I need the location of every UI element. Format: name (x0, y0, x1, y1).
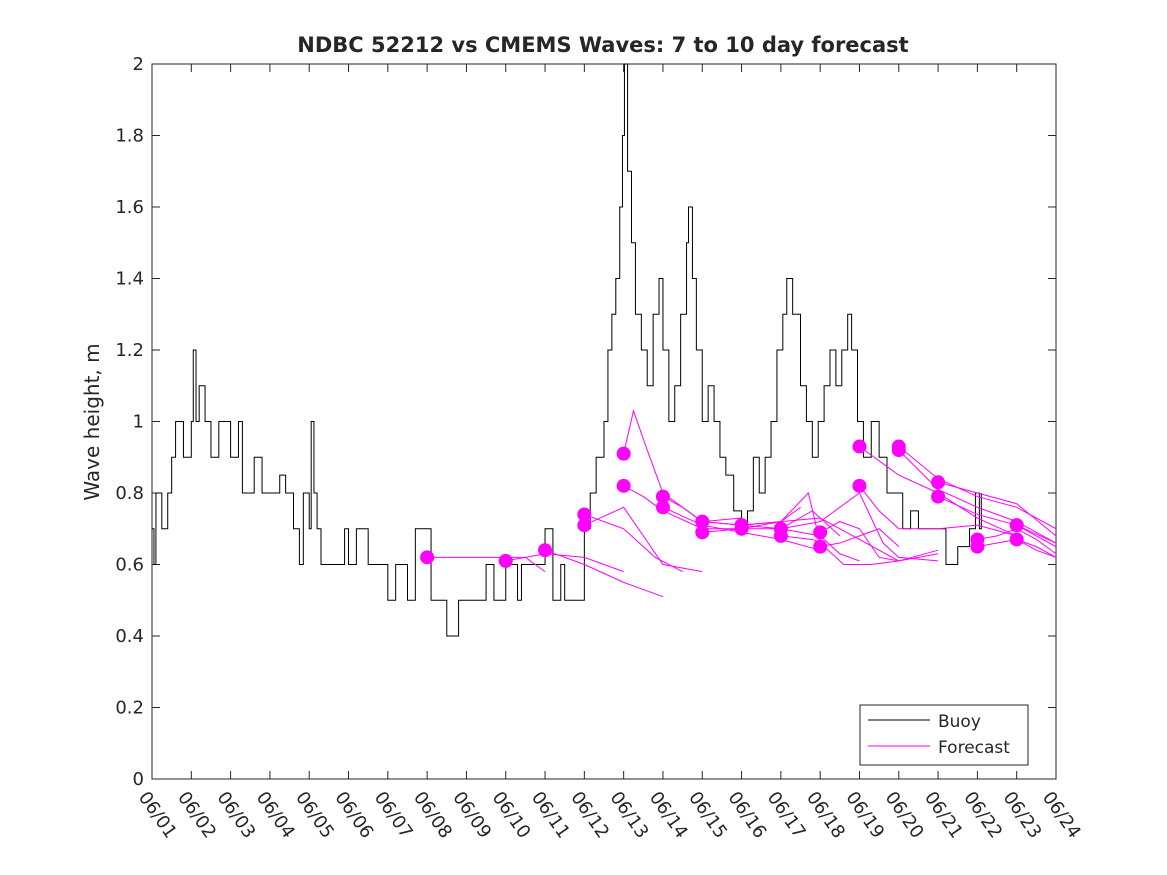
forecast-run-line (584, 506, 703, 573)
forecast-start-marker (813, 539, 828, 554)
forecast-run-line (505, 553, 624, 573)
y-tick-label: 1.8 (115, 126, 144, 147)
plot-markers (420, 439, 1024, 568)
y-tick-label: 2 (133, 54, 144, 75)
legend: Buoy Forecast (859, 704, 1029, 766)
legend-label-buoy: Buoy (938, 712, 981, 732)
y-tick-label: 1.2 (115, 340, 144, 361)
forecast-run-line (937, 481, 1057, 537)
forecast-run-line (780, 535, 939, 565)
forecast-start-marker (773, 528, 788, 543)
y-tick-label: 0.6 (115, 555, 144, 576)
y-tick-label: 0.8 (115, 483, 144, 504)
y-tick-label: 1.6 (115, 197, 144, 218)
forecast-start-marker (616, 478, 631, 493)
forecast-start-marker (852, 439, 867, 454)
forecast-run-line (859, 485, 1017, 537)
forecast-start-marker (852, 478, 867, 493)
buoy-series-line (152, 63, 982, 637)
y-axis-label: Wave height, m (80, 343, 104, 500)
forecast-start-marker (931, 489, 946, 504)
forecast-start-marker (498, 553, 513, 568)
forecast-run-line (544, 549, 664, 598)
forecast-run-line (741, 517, 900, 562)
y-tick-label: 0.2 (115, 698, 144, 719)
forecast-start-marker (1009, 532, 1024, 547)
forecast-start-marker (891, 443, 906, 458)
y-tick-label: 0.4 (115, 626, 144, 647)
y-tick-label: 1 (133, 412, 144, 433)
forecast-start-marker (1009, 518, 1024, 533)
forecast-start-marker (813, 525, 828, 540)
forecast-run-line (820, 528, 900, 548)
forecast-start-marker (655, 500, 670, 515)
forecast-run-line (1016, 524, 1057, 548)
forecast-start-marker (420, 550, 435, 565)
forecast-start-marker (931, 475, 946, 490)
forecast-start-marker (538, 543, 553, 558)
forecast-run-line (898, 449, 1057, 544)
y-tick-label: 1.4 (115, 269, 144, 290)
legend-label-forecast: Forecast (938, 738, 1010, 758)
chart-title: NDBC 52212 vs CMEMS Waves: 7 to 10 day f… (297, 33, 908, 57)
forecast-start-marker (734, 521, 749, 536)
forecast-start-marker (616, 446, 631, 461)
forecast-run-line (819, 521, 939, 562)
forecast-run-line (937, 496, 1057, 544)
forecast-start-marker (695, 525, 710, 540)
y-axis-ticks: 0 0.2 0.4 0.6 0.8 1 1.2 1.4 1.6 1.8 2 (115, 54, 1056, 790)
forecast-run-line (780, 492, 939, 562)
forecast-start-marker (970, 539, 985, 554)
legend-box (859, 704, 1029, 766)
y-tick-label: 0 (133, 769, 144, 790)
forecast-start-marker (577, 518, 592, 533)
